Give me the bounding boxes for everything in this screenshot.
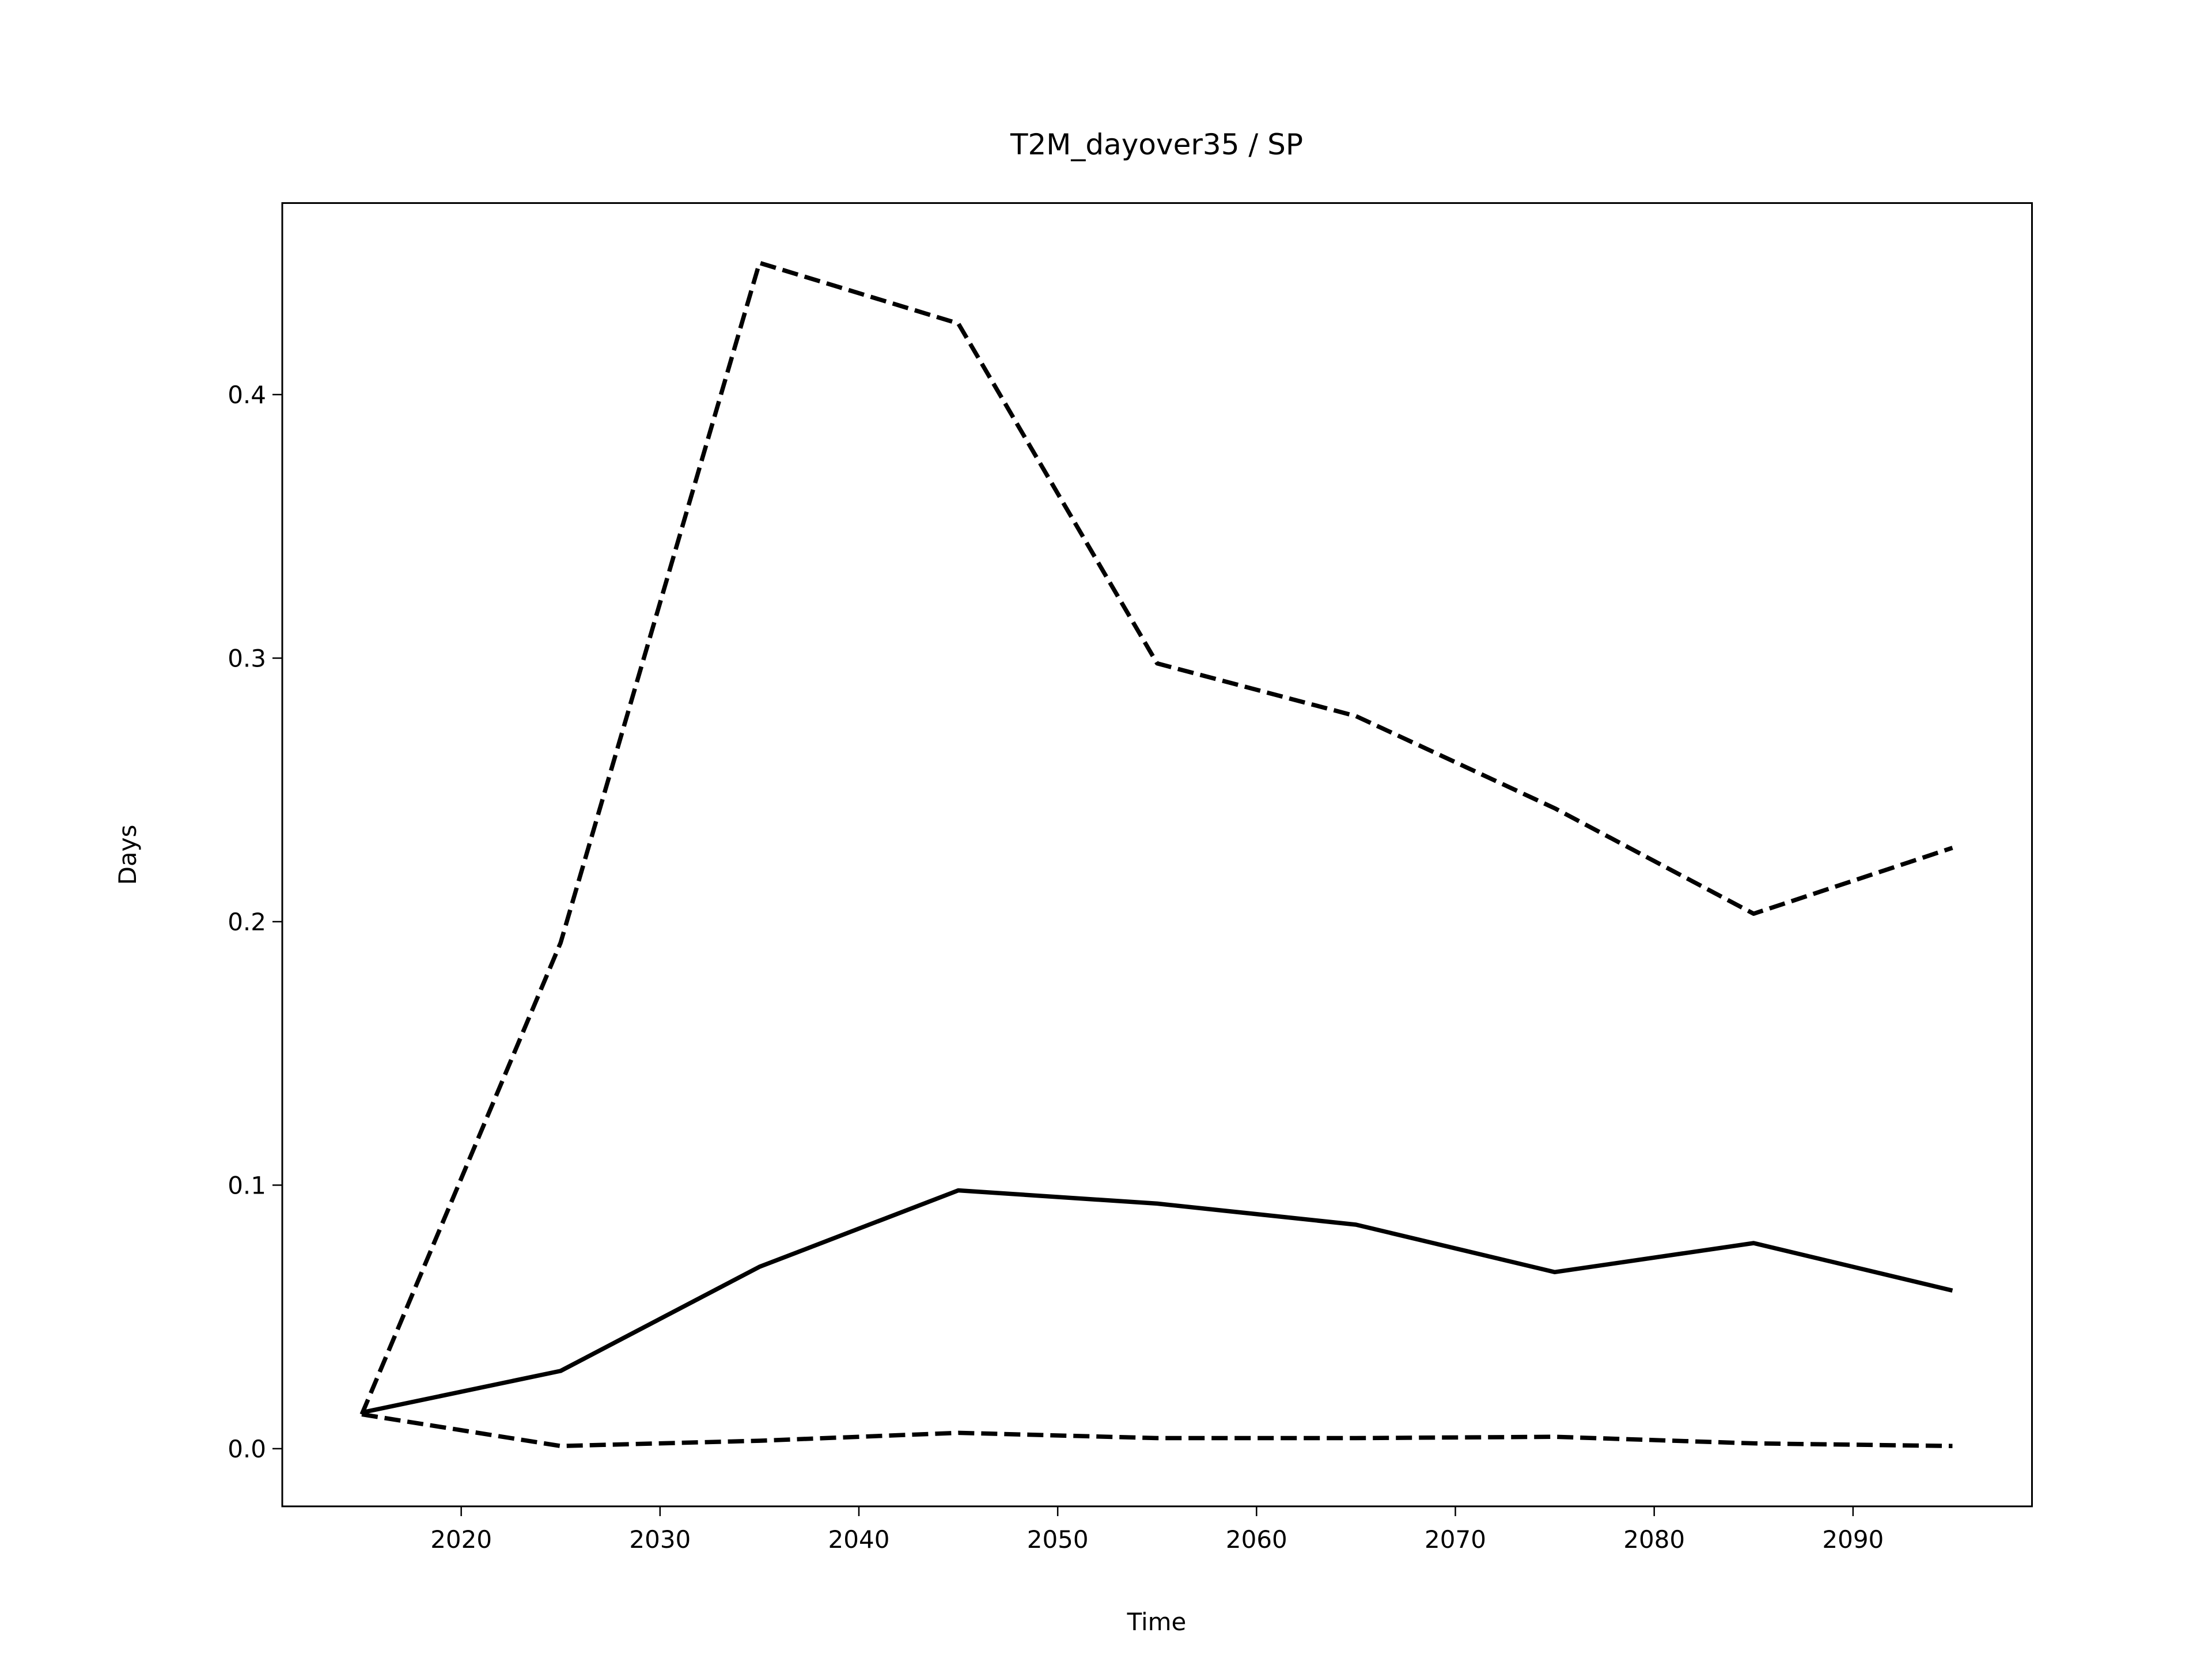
plot-frame [281,202,2033,1508]
x-tick-label: 2080 [1623,1525,1685,1554]
x-axis-label: Time [1127,1608,1187,1636]
y-tick-label: 0.4 [228,381,266,409]
x-tick-label: 2070 [1425,1525,1486,1554]
line-series [361,1188,1953,1415]
y-tick-label: 0.1 [228,1171,266,1199]
x-tick-label: 2020 [430,1525,492,1554]
x-tick-label: 2030 [629,1525,691,1554]
line-series [361,1412,1953,1448]
x-tick-label: 2090 [1822,1525,1884,1554]
chart-title: T2M_dayover35 / SP [1010,128,1303,161]
y-tick-label: 0.3 [228,644,266,672]
x-tick-label: 2040 [828,1525,890,1554]
y-tick-label: 0.0 [228,1435,266,1463]
y-axis-label: Days [113,825,142,885]
line-series [359,260,1953,1415]
x-tick-label: 2050 [1027,1525,1089,1554]
x-tick-label: 2060 [1226,1525,1287,1554]
y-tick-label: 0.2 [228,908,266,936]
